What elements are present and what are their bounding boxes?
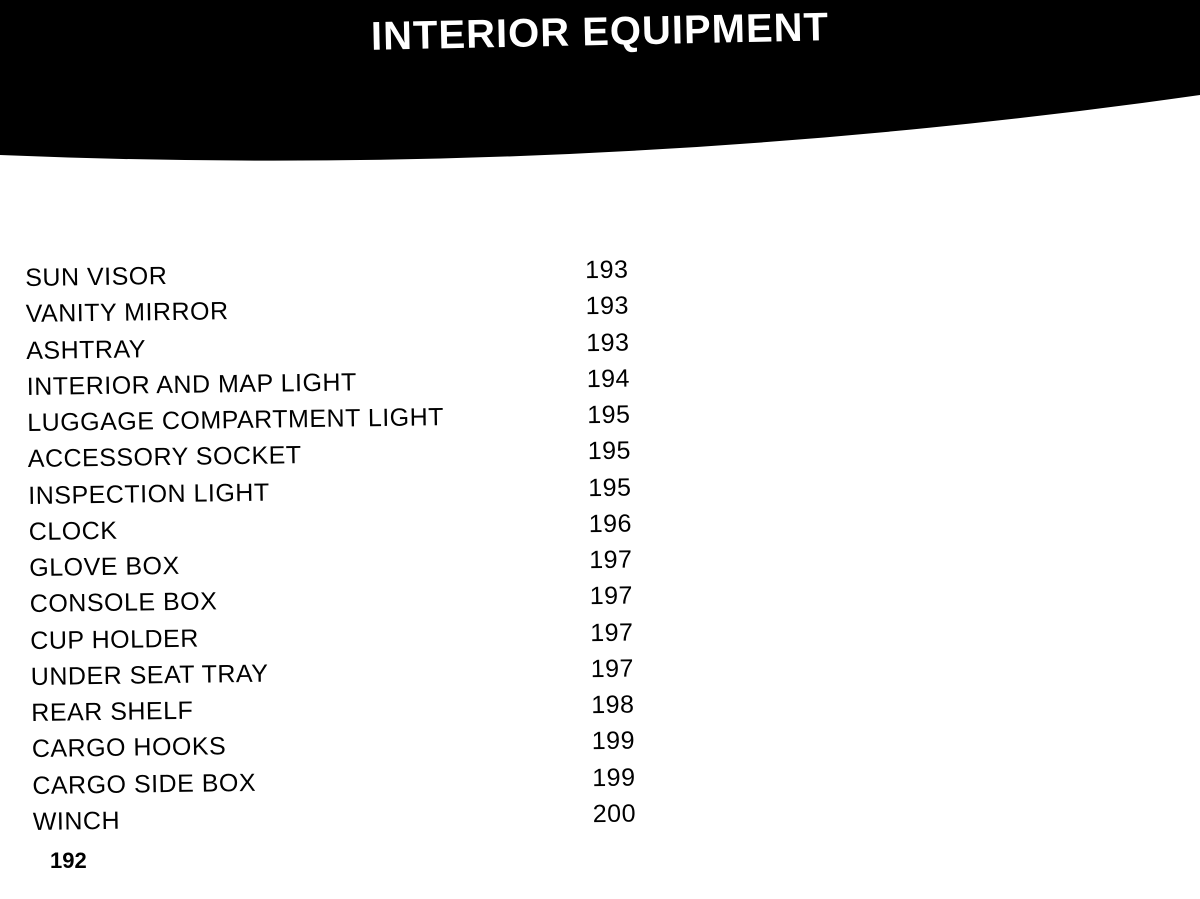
toc-page-number: 198 (591, 686, 652, 723)
toc-page-number: 193 (585, 288, 646, 325)
toc-label: SUN VISOR (25, 258, 168, 296)
toc-page-number: 193 (585, 251, 646, 288)
table-of-contents: SUN VISOR 193 VANITY MIRROR 193 ASHTRAY 193 IN… (25, 251, 653, 840)
toc-label: ASHTRAY (26, 331, 146, 369)
toc-page-number: 195 (587, 396, 648, 433)
toc-label: UNDER SEAT TRAY (31, 655, 269, 695)
toc-label: ACCESSORY SOCKET (28, 437, 302, 477)
toc-page-number: 197 (590, 614, 651, 651)
toc-label: INSPECTION LIGHT (28, 474, 270, 514)
toc-page-number: 199 (592, 723, 653, 760)
page: INTERIOR EQUIPMENT SUN VISOR 193 VANITY MI… (0, 0, 1200, 899)
toc-label: CUP HOLDER (30, 620, 199, 659)
toc-label: WINCH (33, 802, 121, 839)
toc-page-number: 200 (593, 795, 654, 832)
toc-label: INTERIOR AND MAP LIGHT (27, 364, 358, 405)
toc-page-number: 197 (591, 650, 652, 687)
toc-label: LUGGAGE COMPARTMENT LIGHT (27, 399, 444, 441)
toc-label: CONSOLE BOX (30, 584, 218, 623)
toc-page-number: 199 (592, 759, 653, 796)
header-band: INTERIOR EQUIPMENT (0, 0, 1200, 160)
toc-label: GLOVE BOX (29, 548, 180, 586)
toc-page-number: 193 (586, 324, 647, 361)
toc-page-number: 194 (586, 360, 647, 397)
toc-page-number: 197 (590, 578, 651, 615)
toc-label: CARGO HOOKS (32, 728, 227, 767)
toc-page-number: 197 (589, 541, 650, 578)
toc-label: VANITY MIRROR (26, 293, 229, 332)
toc-label: CLOCK (29, 512, 118, 549)
toc-label: CARGO SIDE BOX (32, 764, 256, 803)
toc-label: REAR SHELF (31, 693, 193, 732)
page-number: 192 (50, 848, 87, 874)
toc-page-number: 195 (588, 469, 649, 506)
toc-page-number: 195 (587, 433, 648, 470)
toc-page-number: 196 (588, 505, 649, 542)
